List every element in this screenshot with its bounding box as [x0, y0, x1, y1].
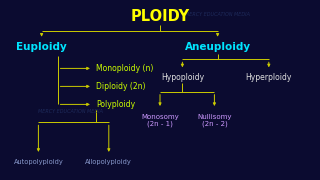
Text: Autopolyploidy: Autopolyploidy: [13, 159, 63, 165]
Text: Allopolyploidy: Allopolyploidy: [85, 159, 132, 165]
Text: Aneuploidy: Aneuploidy: [185, 42, 251, 52]
Text: Diploidy (2n): Diploidy (2n): [96, 82, 146, 91]
Text: MERCY EDUCATION MEDIA: MERCY EDUCATION MEDIA: [185, 12, 250, 17]
Text: Euploidy: Euploidy: [16, 42, 67, 52]
Text: Hypoploidy: Hypoploidy: [161, 73, 204, 82]
Text: Hyperploidy: Hyperploidy: [246, 73, 292, 82]
Text: Polyploidy: Polyploidy: [96, 100, 135, 109]
Text: MERCY EDUCATION MEDIA: MERCY EDUCATION MEDIA: [38, 109, 103, 114]
Text: Monoploidy (n): Monoploidy (n): [96, 64, 153, 73]
Text: Monosomy
(2n - 1): Monosomy (2n - 1): [141, 114, 179, 127]
Text: PLOIDY: PLOIDY: [131, 9, 189, 24]
Text: Nullisomy
(2n - 2): Nullisomy (2n - 2): [197, 114, 232, 127]
